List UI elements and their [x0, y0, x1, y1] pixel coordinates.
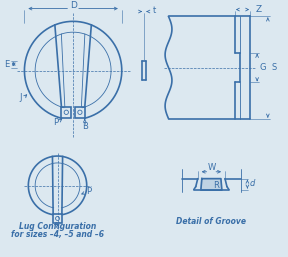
- Text: D: D: [70, 1, 77, 10]
- Text: S: S: [271, 63, 276, 72]
- Bar: [75, 107, 85, 118]
- Bar: [61, 107, 71, 118]
- Text: E: E: [4, 60, 10, 69]
- Text: P: P: [86, 187, 91, 196]
- Bar: [53, 214, 62, 223]
- Text: for sizes –4, –5 and –6: for sizes –4, –5 and –6: [11, 230, 104, 239]
- Text: R: R: [213, 181, 219, 190]
- Text: J: J: [19, 93, 22, 102]
- Text: B: B: [82, 122, 88, 131]
- Text: t: t: [153, 6, 156, 15]
- Text: W: W: [207, 163, 215, 172]
- Text: Detail of Groove: Detail of Groove: [176, 217, 246, 226]
- Text: d: d: [250, 179, 255, 188]
- Polygon shape: [201, 179, 222, 190]
- Text: G: G: [260, 63, 266, 72]
- Text: P: P: [53, 118, 58, 127]
- Text: Lug Configuration: Lug Configuration: [19, 222, 96, 231]
- Text: Z: Z: [256, 5, 262, 14]
